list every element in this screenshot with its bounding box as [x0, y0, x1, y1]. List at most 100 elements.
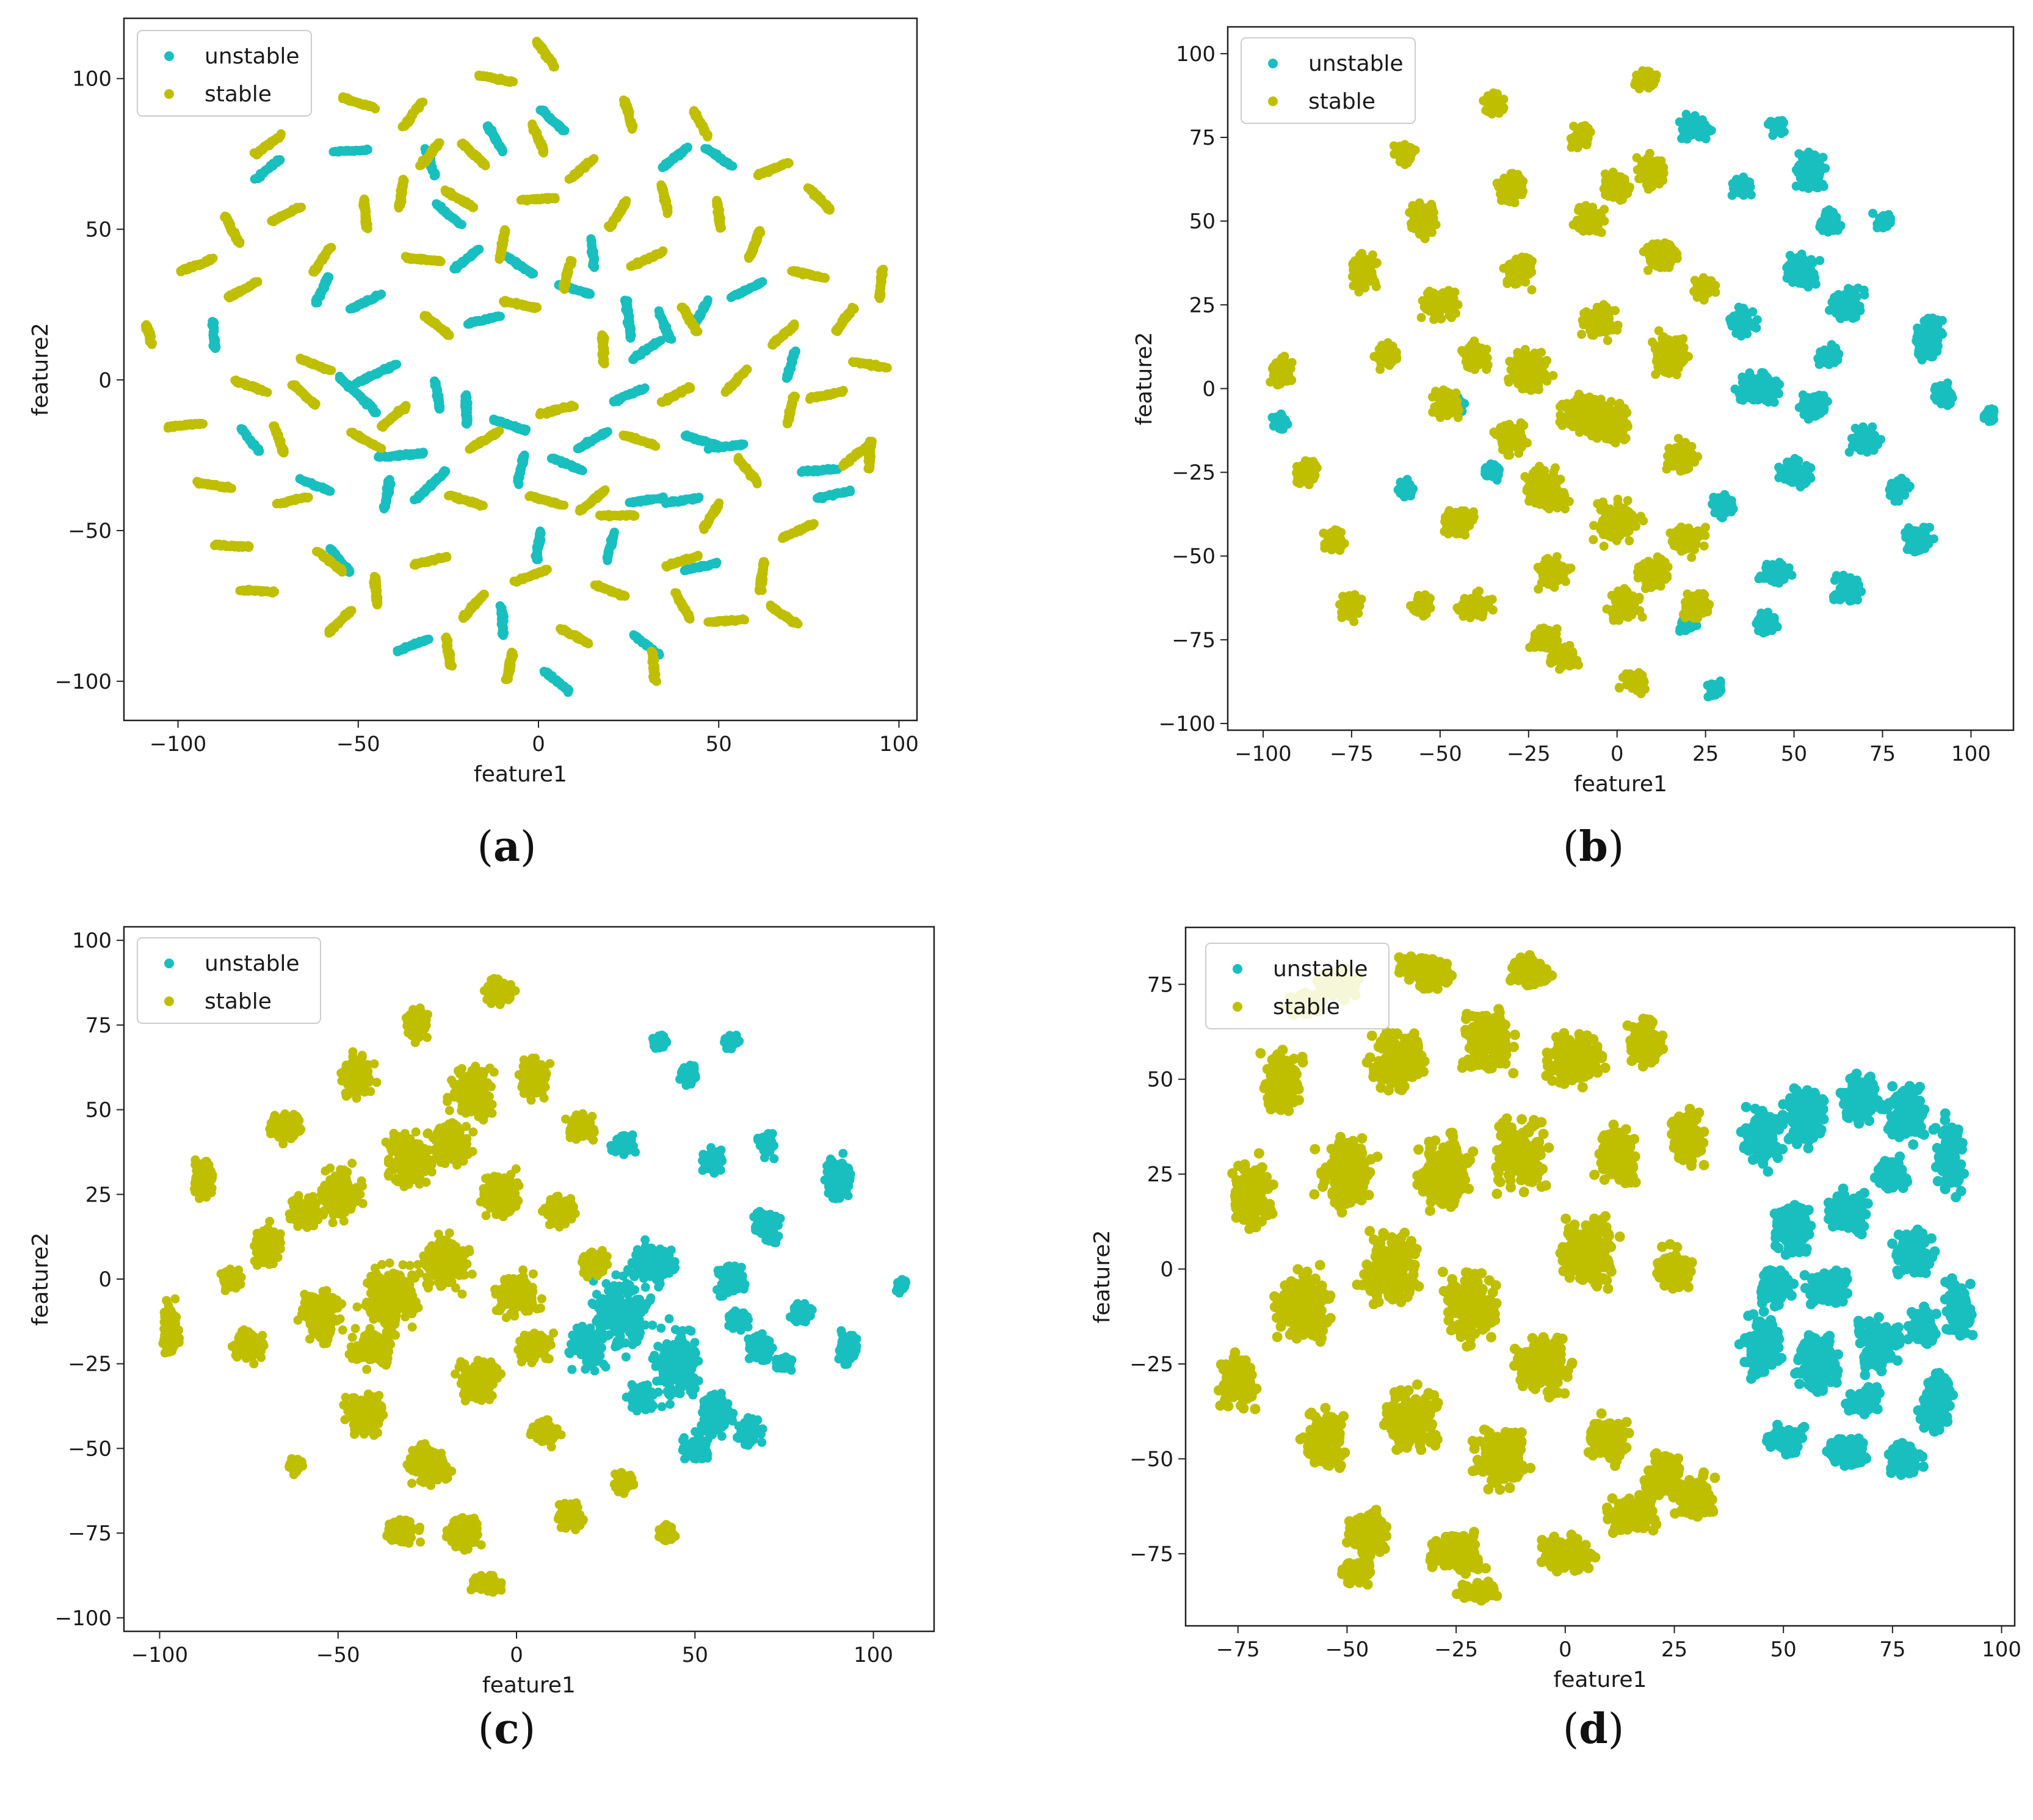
point-unstable	[462, 390, 471, 400]
point-stable	[848, 357, 858, 366]
point-stable	[849, 304, 859, 313]
point-unstable	[440, 466, 449, 476]
point-stable	[565, 256, 575, 266]
point-stable	[784, 158, 794, 168]
point-unstable	[419, 448, 428, 458]
point-stable	[235, 586, 245, 595]
point-stable	[287, 380, 297, 390]
point-stable	[742, 364, 752, 374]
point-stable	[550, 194, 560, 204]
point-unstable	[694, 493, 704, 502]
point-stable	[338, 93, 347, 103]
point-unstable	[495, 311, 505, 321]
point-stable	[401, 401, 411, 410]
point-unstable	[640, 383, 650, 393]
point-stable	[418, 97, 428, 107]
point-unstable	[377, 289, 386, 299]
point-stable	[693, 551, 703, 561]
point-unstable	[700, 143, 710, 153]
point-stable	[838, 386, 848, 395]
point-unstable	[791, 346, 800, 356]
point-unstable	[424, 634, 433, 644]
point-stable	[740, 615, 750, 625]
point-stable	[590, 580, 600, 590]
point-unstable	[654, 306, 664, 316]
point-stable	[327, 242, 336, 252]
point-unstable	[539, 667, 549, 676]
point-unstable	[656, 336, 665, 346]
point-stable	[598, 331, 608, 341]
point-stable	[542, 565, 552, 574]
point-unstable	[236, 424, 246, 433]
point-unstable	[208, 317, 217, 327]
point-unstable	[712, 557, 722, 567]
point-unstable	[392, 360, 402, 369]
point-unstable	[295, 474, 305, 484]
point-stable	[440, 185, 450, 195]
point-stable	[457, 139, 466, 149]
point-unstable	[620, 295, 629, 305]
point-unstable	[385, 475, 394, 484]
point-stable	[441, 633, 451, 642]
point-unstable	[432, 199, 441, 209]
point-stable	[712, 196, 722, 205]
point-unstable	[275, 156, 284, 165]
point-stable	[879, 264, 888, 274]
point-stable	[419, 311, 429, 321]
point-stable	[621, 196, 631, 206]
point-unstable	[737, 440, 747, 450]
plot-area	[124, 18, 917, 720]
point-stable	[276, 129, 286, 139]
point-stable	[648, 648, 658, 657]
point-stable	[192, 477, 202, 486]
scatter-points	[140, 37, 892, 697]
point-stable	[619, 95, 628, 105]
point-stable	[791, 391, 800, 401]
point-stable	[686, 383, 695, 393]
point-unstable	[362, 144, 372, 154]
point-unstable	[325, 544, 335, 554]
point-stable	[570, 402, 579, 411]
point-stable	[220, 211, 230, 221]
panels: −100 −50 0 50 100−100−50050100feature1featur…	[28, 17, 2021, 1753]
point-stable	[444, 491, 454, 501]
point-stable	[619, 431, 629, 441]
point-unstable	[629, 630, 639, 640]
point-stable	[589, 154, 599, 164]
point-stable	[714, 498, 724, 508]
point-stable	[360, 194, 369, 204]
point-stable	[303, 493, 313, 502]
point-unstable	[496, 602, 506, 612]
point-stable	[600, 485, 610, 495]
point-stable	[499, 297, 509, 306]
point-stable	[346, 427, 356, 437]
series-unstable	[207, 105, 855, 697]
point-stable	[755, 226, 765, 236]
point-unstable	[489, 415, 499, 424]
point-stable	[474, 70, 484, 80]
point-stable	[556, 625, 566, 634]
point-stable	[297, 203, 306, 212]
point-unstable	[703, 295, 712, 305]
point-unstable	[586, 234, 596, 244]
point-unstable	[430, 376, 440, 386]
point-stable	[803, 183, 813, 193]
point-unstable	[680, 431, 690, 441]
point-stable	[656, 180, 666, 190]
point-stable	[733, 452, 743, 462]
point-unstable	[323, 272, 333, 281]
point-unstable	[758, 277, 767, 286]
point-stable	[868, 437, 877, 446]
point-stable	[789, 319, 799, 329]
point-unstable	[603, 427, 612, 437]
chart-panel-a: −100 −50 0 50 100−100−50050100feature1featur…	[28, 17, 919, 871]
point-unstable	[658, 493, 667, 502]
point-unstable	[482, 121, 492, 131]
point-stable	[689, 106, 698, 116]
point-stable	[787, 266, 797, 276]
point-stable	[808, 519, 818, 529]
point-stable	[253, 277, 263, 286]
point-stable	[210, 540, 219, 550]
point-stable	[208, 253, 218, 263]
